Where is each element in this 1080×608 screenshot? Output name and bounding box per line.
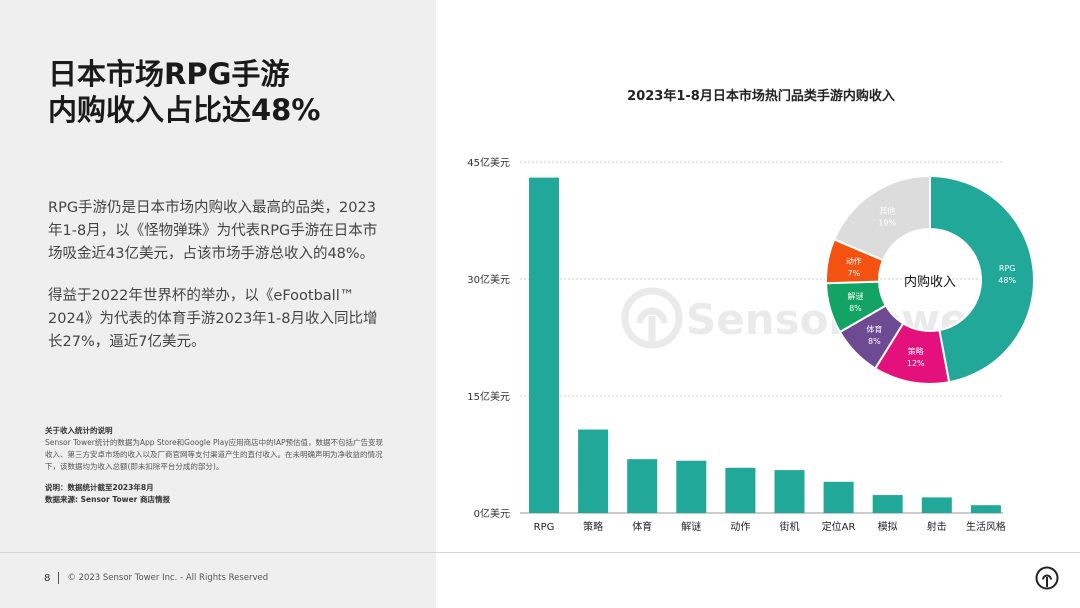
x-tick-label: RPG xyxy=(534,522,555,533)
bar xyxy=(921,497,952,513)
x-tick-label: 街机 xyxy=(780,520,800,533)
x-tick-label: 体育 xyxy=(632,520,652,533)
bar xyxy=(578,429,609,513)
bar xyxy=(970,505,1001,513)
x-tick-label: 模拟 xyxy=(878,520,898,533)
pie-slice-value: 7% xyxy=(847,269,860,278)
pie-slice-value: 19% xyxy=(878,218,896,227)
pie-slice-label: RPG xyxy=(999,264,1016,273)
bar xyxy=(725,467,756,513)
x-tick-label: 定位AR xyxy=(822,520,856,533)
pie-slice-label: 解谜 xyxy=(847,291,863,301)
y-tick-label: 30亿美元 xyxy=(467,273,510,286)
x-tick-label: 动作 xyxy=(730,521,750,533)
x-tick-label: 射击 xyxy=(927,521,947,533)
pie-slice-label: 策略 xyxy=(908,346,924,356)
bar xyxy=(529,177,559,513)
bar xyxy=(872,495,903,513)
y-tick-label: 15亿美元 xyxy=(467,390,510,403)
body-paragraph-1: RPG手游仍是日本市场内购收入最高的品类，2023年1-8月，以《怪物弹珠》为代… xyxy=(48,200,378,262)
pie-slice-value: 8% xyxy=(849,304,862,313)
x-tick-label: 策略 xyxy=(583,520,603,533)
copyright: © 2023 Sensor Tower Inc. - All Rights Re… xyxy=(67,573,269,583)
pie-slice-value: 8% xyxy=(868,337,881,346)
page-title-line2: 内购收入占比达48% xyxy=(48,93,321,127)
notes-date: 说明：数据统计截至2023年8月 xyxy=(45,483,154,492)
sensor-tower-logo-icon xyxy=(1035,566,1059,590)
notes-block: 关于收入统计的说明 Sensor Tower统计的数据为App Store和Go… xyxy=(45,425,385,506)
footer-divider xyxy=(0,552,1080,553)
pie-slice-label: 动作 xyxy=(846,256,862,266)
bar xyxy=(774,470,805,513)
left-panel xyxy=(0,0,436,608)
page-number: 8 xyxy=(44,572,51,584)
x-tick-label: 解谜 xyxy=(681,520,701,533)
page-title: 日本市场RPG手游 内购收入占比达48% xyxy=(48,56,428,128)
notes-source: 数据来源: Sensor Tower 商店情报 xyxy=(45,495,170,504)
y-tick-label: 0亿美元 xyxy=(474,507,510,520)
footer: 8 © 2023 Sensor Tower Inc. - All Rights … xyxy=(44,572,268,584)
bar xyxy=(823,481,854,513)
bar xyxy=(627,459,658,513)
pie-slice xyxy=(832,174,931,262)
pie-slice-value: 12% xyxy=(907,359,925,368)
x-tick-label: 生活风格 xyxy=(966,520,1006,533)
notes-text: Sensor Tower统计的数据为App Store和Google Play应… xyxy=(45,438,384,471)
page-title-line1: 日本市场RPG手游 xyxy=(48,57,290,91)
pie-slice-value: 48% xyxy=(998,276,1016,285)
pie-slice xyxy=(929,174,1035,384)
chart-title: 2023年1-8月日本市场热门品类手游内购收入 xyxy=(627,89,895,104)
notes-title: 关于收入统计的说明 xyxy=(45,426,113,435)
donut-center-label: 内购收入 xyxy=(904,274,956,290)
y-tick-label: 45亿美元 xyxy=(467,156,510,169)
pie-slice-label: 其他 xyxy=(879,205,895,215)
bar xyxy=(676,460,707,513)
pie-slice-label: 体育 xyxy=(866,324,882,334)
body-paragraph-2: 得益于2022年世界杯的举办，以《eFootball™ 2024》为代表的体育手… xyxy=(48,288,378,350)
body-text: RPG手游仍是日本市场内购收入最高的品类，2023年1-8月，以《怪物弹珠》为代… xyxy=(48,197,386,373)
footer-separator xyxy=(58,572,60,584)
